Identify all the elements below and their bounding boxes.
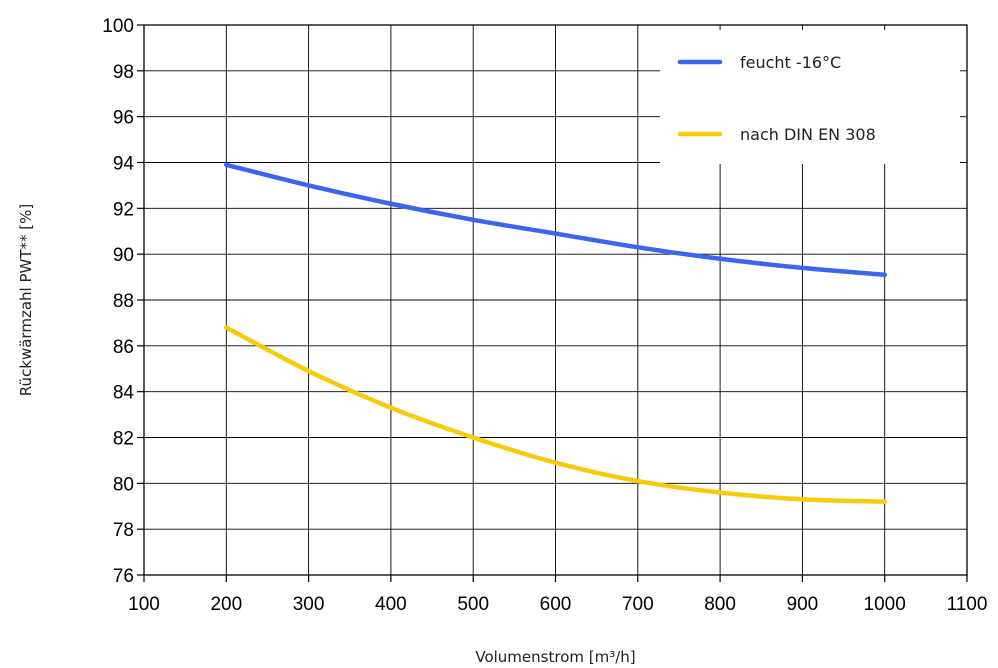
series-0-point [635, 245, 640, 250]
series-0-point [553, 231, 558, 236]
x-tick-label: 400 [375, 594, 407, 615]
y-tick-label: 94 [113, 154, 135, 175]
y-axis-title: Rückwärmzahl PWT** [%] [17, 204, 35, 396]
x-tick-label: 800 [704, 594, 736, 615]
x-tick-label: 1100 [947, 594, 988, 615]
series-1-point [800, 497, 805, 502]
series-1-point [553, 460, 558, 465]
tick-labels: 100 200 300 400 500 600 700 800 900 1000 1100 76 78 8… [102, 16, 987, 615]
series-0-point [471, 217, 476, 222]
series-1-point [388, 405, 394, 410]
y-tick-label: 78 [113, 520, 134, 541]
x-tick-label: 100 [128, 594, 160, 615]
series-0-point [388, 201, 394, 206]
series-1-point [224, 325, 229, 330]
x-tick-label: 700 [622, 594, 654, 615]
series-0-point [882, 272, 887, 277]
legend: feucht -16°C nach DIN EN 308 [660, 30, 960, 164]
y-tick-label: 84 [113, 383, 135, 404]
series-1-point [635, 478, 640, 484]
y-tick-label: 90 [113, 245, 134, 266]
series-0-point [717, 256, 723, 261]
y-tick-label: 96 [113, 108, 134, 129]
series-1-point [882, 499, 887, 504]
y-tick-label: 100 [102, 16, 134, 37]
series-layer [224, 162, 887, 504]
y-tick-label: 80 [113, 474, 134, 495]
x-tick-label: 900 [787, 594, 819, 615]
y-tick-label: 86 [113, 337, 134, 358]
series-0-point [800, 265, 805, 271]
y-tick-label: 88 [113, 291, 134, 312]
series-1-point [306, 368, 311, 374]
y-tick-label: 92 [113, 199, 134, 220]
x-tick-label: 500 [457, 594, 489, 615]
series-1-point [471, 435, 476, 440]
legend-box [660, 30, 960, 164]
y-tick-label: 76 [113, 566, 134, 587]
x-axis-title: Volumenstrom [m³/h] [475, 648, 635, 666]
legend-label-0: feucht -16°C [740, 53, 841, 72]
x-tick-label: 200 [210, 594, 242, 615]
series-1-point [717, 490, 723, 495]
legend-label-1: nach DIN EN 308 [740, 125, 876, 144]
x-tick-label: 1000 [864, 594, 906, 615]
series-0-point [224, 162, 229, 167]
y-tick-label: 98 [113, 62, 134, 83]
series-0-point [306, 183, 311, 188]
ticks [137, 24, 968, 582]
y-tick-label: 82 [113, 429, 134, 450]
x-tick-label: 600 [540, 594, 572, 615]
x-tick-label: 300 [293, 594, 325, 615]
